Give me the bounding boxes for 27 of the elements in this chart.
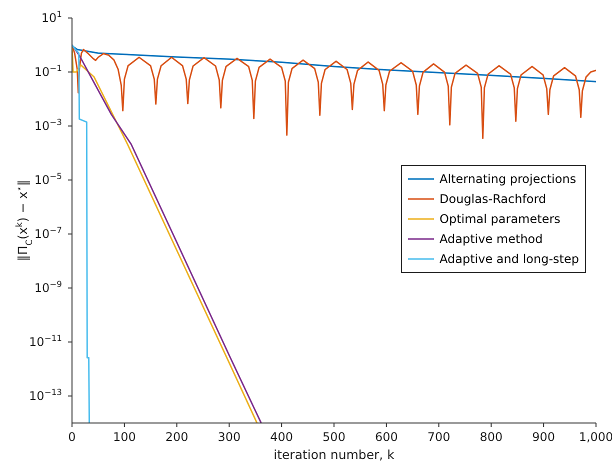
x-tick-label: 400 bbox=[270, 430, 294, 444]
y-tick-label: 10$^{−9}$ bbox=[34, 279, 62, 295]
y-tick-label: 10$^{−5}$ bbox=[34, 171, 62, 187]
line-series bbox=[72, 44, 90, 423]
x-tick-label: 100 bbox=[112, 430, 136, 444]
x-tick-label: 0 bbox=[68, 430, 76, 444]
legend-label: Adaptive and long-step bbox=[440, 252, 579, 266]
line-series bbox=[72, 45, 596, 82]
x-tick-label: 800 bbox=[480, 430, 503, 444]
legend-label: Optimal parameters bbox=[440, 212, 560, 226]
legend-label: Alternating projections bbox=[440, 172, 576, 186]
y-tick-label: 10$^{−11}$ bbox=[29, 333, 62, 349]
x-tick-label: 300 bbox=[218, 430, 241, 444]
y-tick-label: 10$^{−7}$ bbox=[34, 225, 62, 241]
y-tick-label: 10$^{−13}$ bbox=[29, 387, 62, 403]
legend-label: Douglas-Rachford bbox=[440, 192, 546, 206]
y-tick-label: 10$^{−1}$ bbox=[34, 63, 62, 79]
x-tick-label: 900 bbox=[532, 430, 556, 444]
y-tick-label: 10$^{−3}$ bbox=[34, 117, 62, 133]
x-axis-title: iteration number, k bbox=[274, 447, 396, 462]
x-tick-label: 600 bbox=[374, 430, 398, 444]
x-tick-label: 700 bbox=[427, 430, 450, 444]
x-tick-label: 500 bbox=[322, 430, 346, 444]
x-tick-label: 200 bbox=[165, 430, 188, 444]
x-tick-label: 1,000 bbox=[578, 430, 612, 444]
y-tick-label: 10$^{1}$ bbox=[41, 9, 62, 25]
legend-label: Adaptive method bbox=[440, 232, 543, 246]
